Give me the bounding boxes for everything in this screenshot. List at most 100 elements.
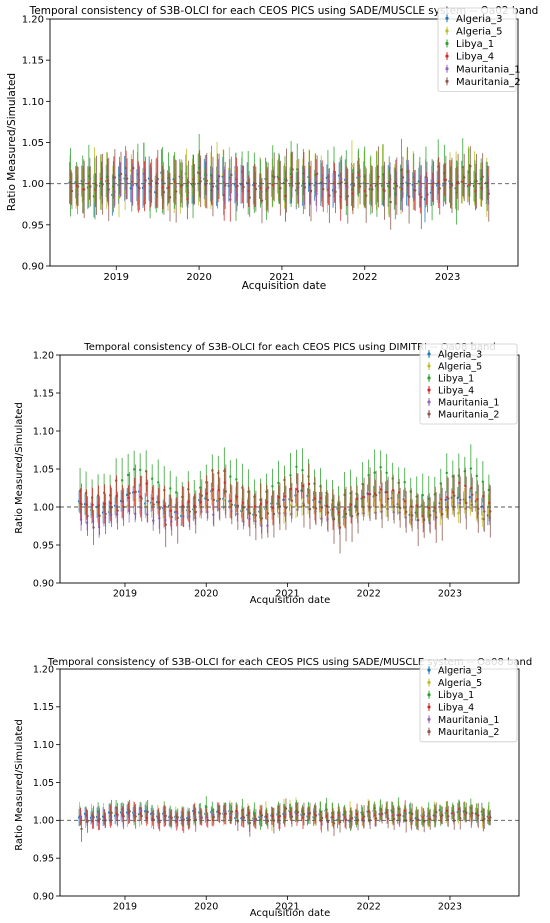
legend-marker [445, 29, 449, 33]
data-point [384, 504, 388, 507]
data-point [373, 471, 376, 474]
data-point [315, 172, 319, 175]
legend: Algeria_3Algeria_5Libya_1Libya_4Mauritan… [437, 7, 521, 92]
data-point [438, 187, 441, 190]
data-point [338, 820, 342, 824]
data-point [248, 196, 251, 199]
data-point [138, 468, 142, 472]
data-point [447, 497, 450, 500]
legend-label: Mauritania_1 [438, 397, 499, 408]
chart-svg: Temporal consistency of S3B-OLCI for eac… [14, 657, 532, 919]
data-point [358, 185, 362, 188]
data-point [483, 510, 486, 513]
data-point [296, 810, 300, 814]
data-point [138, 187, 141, 190]
y-tick-label: 1.10 [22, 97, 44, 108]
legend-label: Mauritania_2 [438, 727, 499, 738]
data-point [277, 481, 280, 485]
data-point [254, 187, 258, 191]
data-point [465, 501, 468, 505]
data-point [435, 516, 438, 519]
data-point [398, 813, 402, 817]
y-axis-label: Ratio Measured/Simulated [14, 719, 25, 851]
data-point [469, 467, 473, 470]
data-point [110, 811, 113, 815]
x-tick-label: 2019 [104, 272, 129, 283]
data-point [404, 510, 408, 514]
data-point [157, 481, 160, 484]
data-point [98, 817, 101, 821]
data-point [407, 195, 411, 198]
data-point [374, 493, 378, 497]
data-point [218, 812, 221, 815]
data-point [230, 503, 234, 506]
chart-title: Temporal consistency of S3B-OLCI for eac… [83, 342, 495, 353]
data-point [104, 512, 107, 516]
data-point [291, 168, 294, 171]
data-point [383, 189, 386, 192]
x-tick-label: 2022 [357, 902, 381, 913]
data-point [386, 497, 390, 501]
data-point [346, 195, 349, 198]
data-point [140, 497, 143, 500]
legend-label: Libya_1 [438, 690, 474, 701]
data-point [224, 812, 228, 816]
data-point [116, 509, 119, 512]
legend-box [419, 343, 518, 425]
data-point [284, 807, 288, 810]
data-point [188, 510, 191, 513]
data-point [80, 827, 83, 831]
data-point [98, 514, 101, 517]
data-point [89, 185, 92, 188]
data-point [76, 185, 80, 188]
data-point [296, 168, 299, 171]
chart-title: Temporal consistency of S3B-OLCI for eac… [29, 5, 539, 17]
legend: Algeria_3Algeria_5Libya_1Libya_4Mauritan… [419, 659, 518, 743]
data-point [273, 175, 276, 179]
data-point [303, 186, 307, 189]
x-tick-label: 2021 [275, 902, 299, 913]
data-point [181, 183, 184, 187]
data-point [307, 482, 311, 486]
legend-marker [427, 693, 431, 697]
data-point [285, 179, 288, 182]
data-point [272, 512, 276, 516]
data-point [126, 473, 130, 477]
data-point [364, 194, 368, 197]
data-point [236, 504, 240, 508]
data-point [235, 478, 238, 481]
data-point [296, 490, 300, 493]
y-tick-label: 1.15 [33, 388, 54, 399]
chart-panel-oa08-dimitri: Temporal consistency of S3B-OLCI for eac… [0, 338, 550, 610]
data-point [475, 474, 479, 478]
legend-label: Mauritania_1 [456, 64, 521, 75]
x-tick-label: 2020 [186, 272, 211, 283]
data-point [132, 166, 135, 170]
data-point [308, 812, 312, 815]
legend-marker [427, 717, 431, 721]
data-point [426, 193, 429, 196]
data-point [224, 490, 228, 493]
y-tick-label: 1.10 [33, 740, 54, 751]
data-point [134, 490, 137, 494]
x-tick-label: 2020 [194, 902, 218, 913]
data-point [475, 180, 478, 183]
y-tick-label: 0.95 [33, 540, 54, 551]
data-point [444, 498, 447, 501]
data-point [338, 526, 342, 529]
legend-box [419, 659, 518, 743]
data-point [410, 812, 414, 816]
data-point [392, 817, 396, 821]
data-point [229, 475, 232, 478]
data-point [169, 487, 172, 490]
data-point [429, 514, 432, 517]
legend-marker [427, 388, 431, 392]
data-point [168, 196, 172, 199]
data-point [282, 498, 285, 502]
data-point [218, 497, 221, 501]
data-point [314, 507, 318, 510]
data-point [403, 480, 406, 484]
data-point [182, 818, 185, 822]
legend-marker [445, 41, 449, 46]
data-point [152, 503, 155, 506]
